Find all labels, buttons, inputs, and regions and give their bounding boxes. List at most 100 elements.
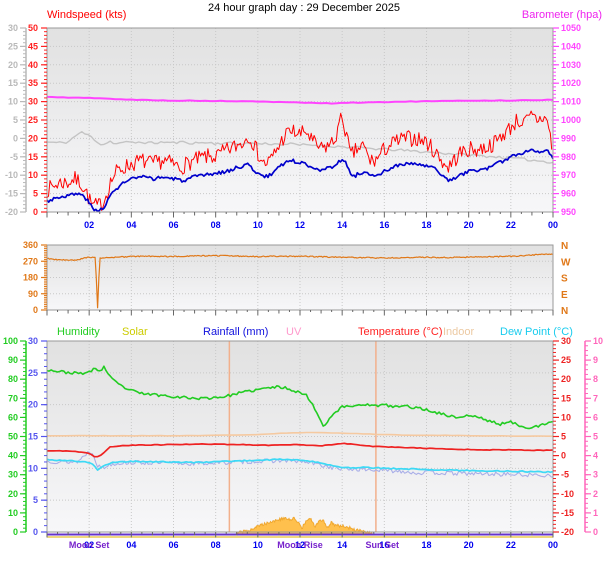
- barometer-line: [46, 95, 554, 105]
- tick-label: -20: [561, 527, 574, 537]
- hour-label: 08: [211, 540, 221, 550]
- tick-label: 30: [8, 470, 18, 480]
- tick-label: -5: [561, 470, 569, 480]
- climate-chart-x-axis: 02 04 06 08 10 12 14 16 18 20 22 00 Moon Set Moon Ris…: [46, 532, 558, 550]
- tick-label: 50: [28, 23, 38, 33]
- dew-point-line: [46, 458, 554, 474]
- tick-label: 5: [33, 189, 38, 199]
- temperature-line: [47, 442, 554, 458]
- compass-label: N: [561, 306, 568, 317]
- hour-label: 16: [379, 540, 389, 550]
- tick-label: 970: [561, 170, 576, 180]
- legend-humidity: Humidity: [57, 326, 100, 338]
- tick-label: 3: [593, 470, 598, 480]
- hour-label: 16: [379, 220, 389, 230]
- tick-label: 30: [28, 97, 38, 107]
- hour-label: 22: [506, 220, 516, 230]
- tick-label: 10: [28, 463, 38, 473]
- climate-chart-axis-right-outer: 0 1 2 3 4 5 6 7 8 9 10: [584, 336, 603, 537]
- tick-label: 35: [28, 78, 38, 88]
- legend: Humidity Solar Rainfall (mm) UV Temperature …: [0, 326, 608, 340]
- tick-label: 30: [561, 336, 571, 346]
- tick-label: 0: [33, 527, 38, 537]
- tick-label: 7: [593, 393, 598, 403]
- tick-label: 60: [8, 412, 18, 422]
- tick-label: 5: [13, 115, 18, 125]
- tick-label: 90: [8, 355, 18, 365]
- windspeed-barometer-chart-axis-left-outer: -20 -15 -10 -5 0 5 10 15 20 25 30: [5, 23, 27, 217]
- tick-label: 1: [593, 508, 598, 518]
- tick-label: 0: [33, 305, 38, 315]
- tick-label: -20: [5, 207, 18, 217]
- tick-label: 25: [8, 41, 18, 51]
- tick-label: 8: [593, 374, 598, 384]
- tick-label: 25: [28, 115, 38, 125]
- tick-label: 45: [28, 41, 38, 51]
- hour-label: 18: [421, 220, 431, 230]
- tick-label: 5: [561, 432, 566, 442]
- tick-label: 70: [8, 393, 18, 403]
- windspeed-barometer-chart: -20 -15 -10 -5 0 5 10 15 20 25 30 0 5 10 15 20 25 30 35 40 4…: [5, 23, 581, 230]
- hour-label: 04: [126, 540, 136, 550]
- solar-area: [228, 516, 376, 536]
- legend-uv: UV: [286, 326, 302, 338]
- hour-label: 10: [253, 540, 263, 550]
- tick-label: 0: [33, 207, 38, 217]
- compass-label: N: [561, 241, 568, 252]
- tick-label: 1010: [561, 97, 581, 107]
- tick-label: 30: [28, 336, 38, 346]
- tick-label: 10: [28, 170, 38, 180]
- tick-label: 1000: [561, 115, 581, 125]
- tick-label: 10: [8, 508, 18, 518]
- page-title: 24 hour graph day : 29 December 2025: [207, 2, 401, 14]
- tick-label: 9: [593, 355, 598, 365]
- legend-dew-point-c: Dew Point (°C): [500, 326, 573, 338]
- indoor-line: [47, 431, 553, 438]
- hour-label: 14: [337, 540, 347, 550]
- astro-event-label: Moon Set: [69, 540, 110, 550]
- tick-label: -10: [561, 489, 574, 499]
- tick-label: 15: [561, 393, 571, 403]
- wind-average-line: [46, 148, 554, 213]
- tick-label: 40: [28, 60, 38, 70]
- legend-indoor: Indoor: [443, 326, 475, 338]
- tick-label: 180: [23, 273, 38, 283]
- hour-label: 08: [211, 220, 221, 230]
- hour-label: 04: [126, 220, 136, 230]
- hour-label: 20: [464, 540, 474, 550]
- hour-label: 00: [548, 540, 558, 550]
- tick-label: 0: [593, 527, 598, 537]
- tick-label: 10: [593, 336, 603, 346]
- tick-label: 20: [561, 374, 571, 384]
- windspeed-barometer-chart-x-axis: 02 04 06 08 10 12 14 16 18 20 22 00: [46, 212, 558, 230]
- tick-label: 0: [13, 527, 18, 537]
- tick-label: 100: [3, 336, 18, 346]
- tick-label: 980: [561, 152, 576, 162]
- tick-label: 20: [8, 489, 18, 499]
- tick-label: 20: [28, 133, 38, 143]
- hour-label: 00: [548, 220, 558, 230]
- tick-label: 15: [28, 432, 38, 442]
- climate-chart-axis-right-inner: -20 -15 -10 -5 0 5 10 15 20 25 30: [553, 336, 574, 537]
- hour-label: 22: [506, 540, 516, 550]
- tick-label: 90: [28, 289, 38, 299]
- tick-label: 1040: [561, 41, 581, 51]
- wind-gust-line: [46, 110, 553, 211]
- tick-label: 10: [561, 412, 571, 422]
- tick-label: 15: [28, 152, 38, 162]
- tick-label: 25: [28, 368, 38, 378]
- windspeed-axis-title: Windspeed (kts): [47, 9, 127, 21]
- tick-label: 1020: [561, 78, 581, 88]
- hour-label: 12: [295, 220, 305, 230]
- windspeed-barometer-chart-axis-left-inner: 0 5 10 15 20 25 30 35 40 45 50: [28, 23, 47, 217]
- tick-label: 5: [593, 432, 598, 442]
- hour-label: 14: [337, 220, 347, 230]
- wind-direction-line: [46, 253, 554, 309]
- legend-temperature-c: Temperature (°C): [358, 326, 443, 338]
- tick-label: 50: [8, 432, 18, 442]
- tick-label: 2: [593, 489, 598, 499]
- tick-label: 1050: [561, 23, 581, 33]
